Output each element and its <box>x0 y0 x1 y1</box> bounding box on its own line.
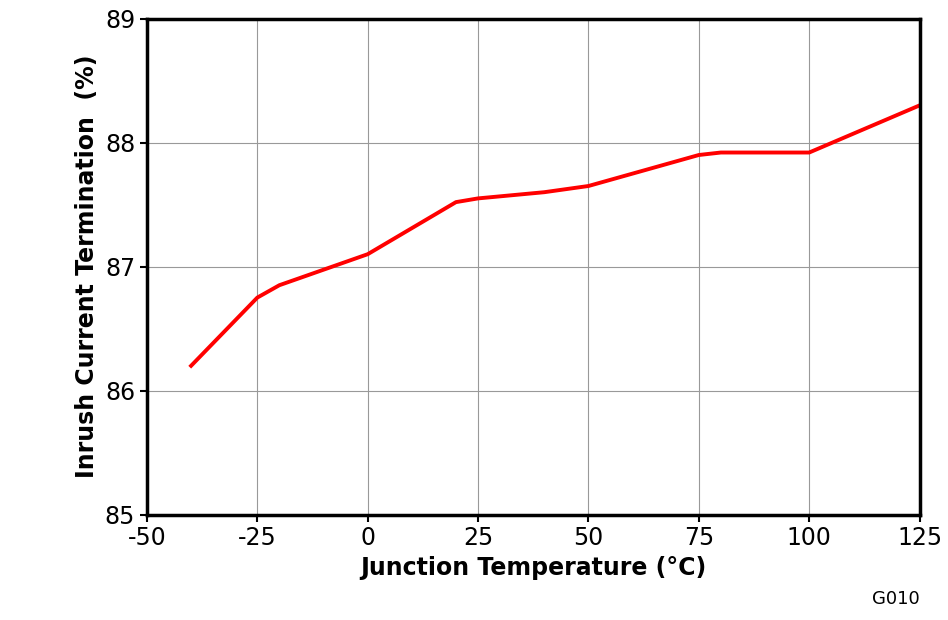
X-axis label: Junction Temperature (°C): Junction Temperature (°C) <box>360 556 706 580</box>
Y-axis label: Inrush Current Termination  (%): Inrush Current Termination (%) <box>75 55 100 479</box>
Text: G010: G010 <box>872 590 920 608</box>
